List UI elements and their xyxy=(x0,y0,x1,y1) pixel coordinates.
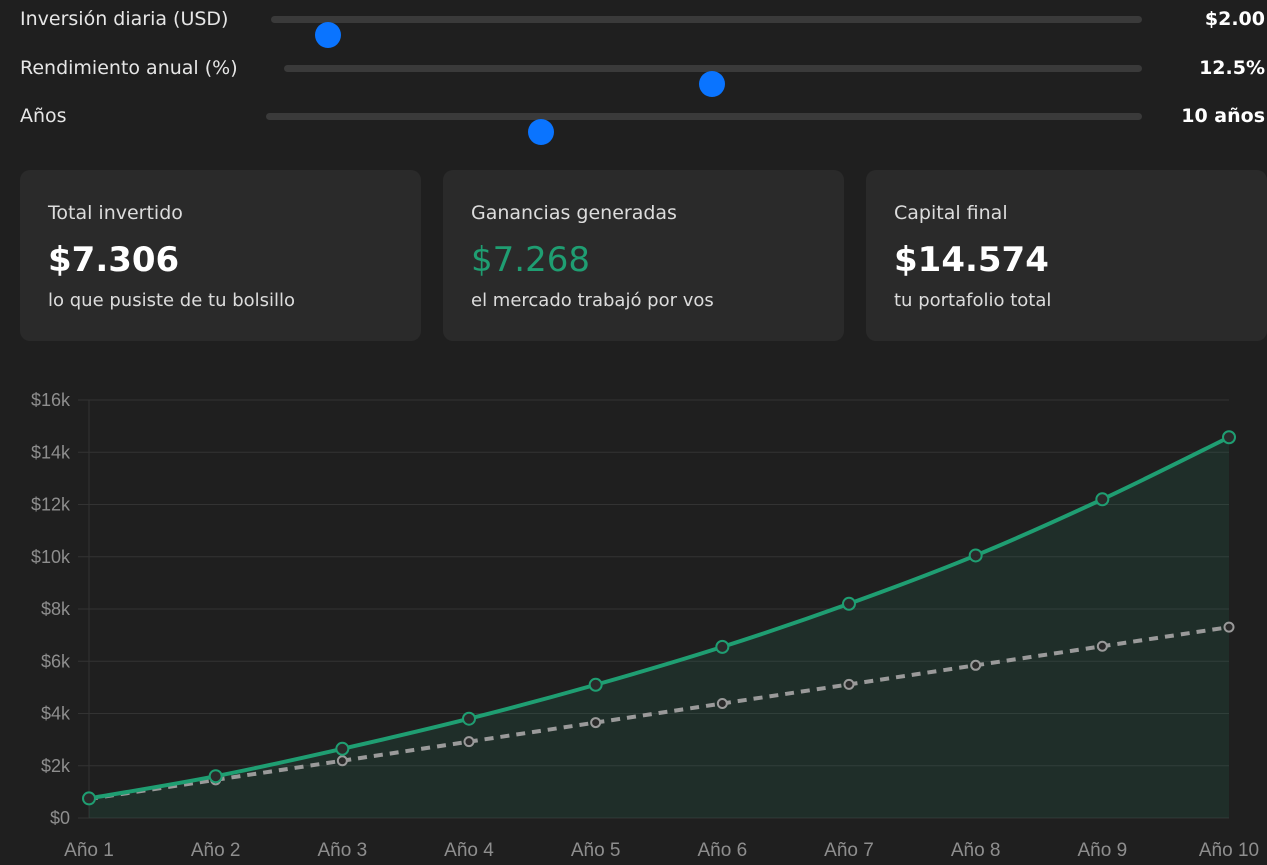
total-invested-subtitle: lo que pusiste de tu bolsillo xyxy=(48,290,296,311)
x-tick-label: Año 2 xyxy=(191,840,241,861)
x-tick-label: Año 9 xyxy=(1078,840,1128,861)
y-tick-label: $14k xyxy=(31,442,71,462)
daily-investment-value: $2.00 xyxy=(1204,8,1265,30)
invested-point xyxy=(336,755,348,767)
x-tick-label: Año 1 xyxy=(64,840,114,861)
y-tick-label: $0 xyxy=(50,808,70,828)
invested-point xyxy=(970,659,982,671)
invested-point xyxy=(590,717,602,729)
final-capital-card: Capital final $14.574 tu portafolio tota… xyxy=(866,170,1267,341)
invested-point xyxy=(843,678,855,690)
capital-point xyxy=(462,711,476,726)
daily-investment-slider-row: Inversión diaria (USD) $2.00 xyxy=(0,0,1267,48)
y-tick-label: $16k xyxy=(31,390,71,410)
capital-point xyxy=(842,596,856,611)
invested-point xyxy=(1096,640,1108,652)
total-invested-card: Total invertido $7.306 lo que pusiste de… xyxy=(20,170,421,341)
capital-point xyxy=(208,769,223,784)
total-invested-value: $7.306 xyxy=(48,240,180,280)
capital-point xyxy=(335,741,350,756)
x-tick-label: Año 4 xyxy=(444,840,494,861)
invested-point xyxy=(463,736,475,748)
capital-point xyxy=(1095,492,1110,507)
daily-investment-track[interactable] xyxy=(271,16,1142,48)
capital-area xyxy=(89,437,1229,818)
daily-investment-thumb[interactable] xyxy=(315,22,342,48)
years-label: Años xyxy=(20,105,67,127)
daily-investment-label: Inversión diaria (USD) xyxy=(20,8,229,30)
earnings-label: Ganancias generadas xyxy=(471,202,677,224)
years-track[interactable] xyxy=(266,113,1142,145)
earnings-subtitle: el mercado trabajó por vos xyxy=(471,290,714,311)
y-tick-label: $6k xyxy=(41,651,71,671)
x-tick-label: Año 8 xyxy=(951,840,1001,861)
annual-return-label: Rendimiento anual (%) xyxy=(20,57,238,79)
years-thumb[interactable] xyxy=(528,119,555,145)
invested-point xyxy=(1223,621,1235,633)
invested-line xyxy=(88,625,1230,801)
years-value: 10 años xyxy=(1181,105,1265,127)
capital-point xyxy=(82,791,96,806)
annual-return-value: 12.5% xyxy=(1199,57,1265,79)
capital-point xyxy=(588,677,603,692)
x-tick-label: Año 6 xyxy=(698,840,748,861)
annual-return-thumb[interactable] xyxy=(698,71,725,97)
y-tick-label: $2k xyxy=(41,756,71,776)
final-capital-value: $14.574 xyxy=(894,240,1049,280)
y-tick-label: $8k xyxy=(41,599,71,619)
x-tick-label: Año 5 xyxy=(571,840,621,861)
x-tick-label: Año 3 xyxy=(318,840,368,861)
total-invested-label: Total invertido xyxy=(48,202,183,224)
annual-return-slider-row: Rendimiento anual (%) 12.5% xyxy=(0,49,1267,97)
years-slider-row: Años 10 años xyxy=(0,97,1267,145)
growth-chart: $0 $2k $4k $6k $8k $10k $12k $14k $16k Año 1 Año 2… xyxy=(31,390,1259,861)
capital-point xyxy=(1222,430,1236,445)
y-tick-label: $12k xyxy=(31,495,71,515)
capital-point xyxy=(715,639,730,654)
final-capital-subtitle: tu portafolio total xyxy=(894,290,1052,311)
x-tick-label: Año 10 xyxy=(1199,840,1259,861)
x-tick-label: Año 7 xyxy=(824,840,874,861)
y-tick-label: $10k xyxy=(31,547,71,567)
earnings-value: $7.268 xyxy=(471,240,590,280)
annual-return-track[interactable] xyxy=(284,65,1142,97)
earnings-card: Ganancias generadas $7.268 el mercado tr… xyxy=(443,170,844,341)
y-tick-label: $4k xyxy=(41,704,71,724)
capital-point xyxy=(968,548,983,563)
final-capital-label: Capital final xyxy=(894,202,1008,224)
capital-line xyxy=(88,435,1230,801)
invested-point xyxy=(716,697,728,709)
